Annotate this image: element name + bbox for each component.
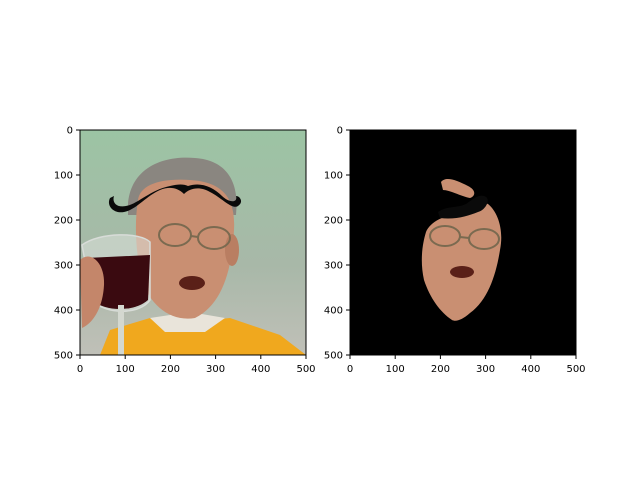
right-x-tick-label: 200 (431, 364, 450, 375)
left-x-tick-label: 400 (251, 364, 270, 375)
right-y-tick-label: 500 (324, 351, 343, 362)
right-axes-frame (349, 129, 577, 356)
right-x-tick-label: 400 (521, 364, 540, 375)
left-x-tick-label: 300 (206, 364, 225, 375)
left-x-tick-label: 500 (296, 364, 315, 375)
mask-mustache (438, 195, 488, 219)
glass-stem (118, 305, 124, 355)
right-y-tick-label: 400 (324, 306, 343, 317)
left-x-tick-label: 100 (116, 364, 135, 375)
mouth (179, 276, 205, 290)
face (135, 179, 235, 319)
left-axes-ticks: 0 100 200 300 400 500 0 100 200 300 400 500 (54, 126, 316, 376)
left-y-tick-label: 200 (54, 216, 73, 227)
right-image-panel: 0 100 200 300 400 500 0 100 200 300 400 500 (324, 126, 586, 376)
right-x-tick-label: 500 (566, 364, 585, 375)
mask-glasses-left-lens (429, 225, 461, 247)
left-y-tick-label: 500 (54, 351, 73, 362)
right-y-tick-label: 200 (324, 216, 343, 227)
right-image (350, 130, 576, 355)
left-x-tick-label: 200 (161, 364, 180, 375)
right-y-tick-label: 0 (337, 126, 343, 137)
glasses-left-lens (158, 223, 192, 247)
right-y-tick-label: 300 (324, 261, 343, 272)
left-x-tick-label: 0 (77, 364, 83, 375)
right-y-tick-label: 100 (324, 171, 343, 182)
right-x-tick-label: 100 (386, 364, 405, 375)
face-mask (421, 202, 502, 321)
glasses-right-lens (197, 226, 231, 250)
right-axes-ticks: 0 100 200 300 400 500 0 100 200 300 400 500 (324, 126, 586, 376)
right-x-tick-label: 300 (476, 364, 495, 375)
mask-glasses-right-lens (468, 228, 500, 250)
mustache (108, 184, 242, 213)
hand (80, 256, 105, 328)
left-y-tick-label: 300 (54, 261, 73, 272)
robe (100, 318, 306, 355)
ear (225, 234, 239, 266)
left-y-tick-label: 400 (54, 306, 73, 317)
left-y-tick-label: 100 (54, 171, 73, 182)
left-image (80, 130, 306, 355)
left-image-panel: 0 100 200 300 400 500 0 100 200 300 400 500 (54, 126, 316, 376)
left-axes-frame (79, 129, 307, 356)
right-x-tick-label: 0 (347, 364, 353, 375)
mask-mouth (450, 266, 474, 278)
forehead-patch (441, 179, 475, 198)
collar (150, 312, 225, 332)
left-y-tick-label: 0 (67, 126, 73, 137)
